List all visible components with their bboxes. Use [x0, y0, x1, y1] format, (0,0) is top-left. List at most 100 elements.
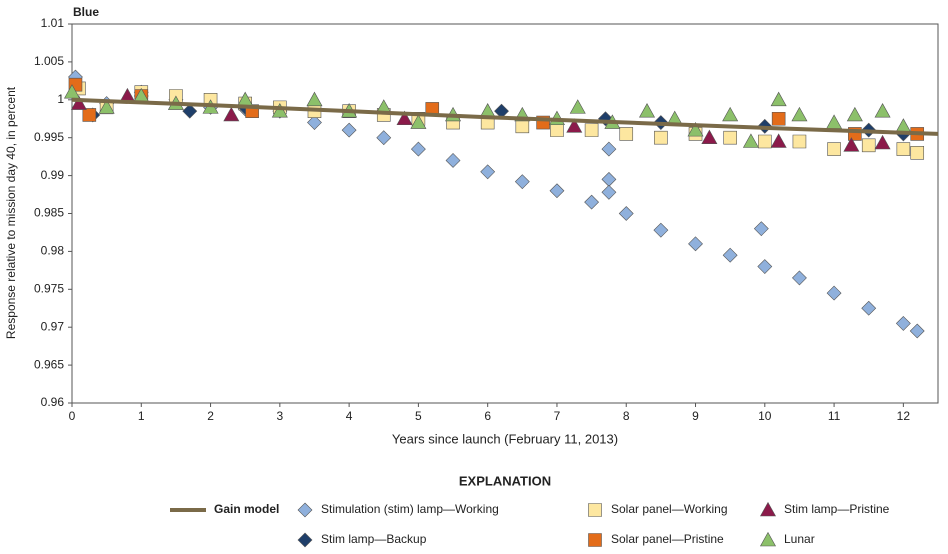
legend-swatch [759, 531, 777, 547]
diamond-marker [722, 247, 738, 263]
legend-label: Solar panel—Working [611, 502, 728, 516]
y-tick-label: 0.98 [41, 244, 65, 258]
diamond-marker [753, 221, 769, 237]
x-tick-label: 5 [415, 409, 422, 423]
diamond-marker [861, 300, 877, 316]
y-tick-label: 0.985 [34, 206, 64, 220]
legend-title: EXPLANATION [459, 473, 551, 488]
plot-frame [71, 23, 939, 404]
square-marker [896, 142, 911, 156]
y-tick-label: 1.005 [34, 54, 64, 68]
y-tick-label: 0.995 [34, 130, 64, 144]
diamond-marker [307, 115, 322, 130]
diamond-marker [618, 206, 634, 221]
x-tick-label: 12 [897, 409, 911, 423]
triangle-marker [826, 114, 843, 129]
triangle-marker [410, 114, 427, 129]
diamond-marker [601, 184, 617, 200]
diamond-marker [653, 222, 669, 238]
triangle-marker [701, 129, 718, 144]
x-tick-label: 11 [828, 409, 841, 423]
triangle-marker [566, 118, 583, 133]
square-marker [550, 123, 564, 137]
diamond-marker [584, 194, 600, 210]
gain-model-line [71, 97, 939, 136]
diamond-marker [688, 236, 703, 252]
triangle-marker [569, 99, 586, 114]
diamond-marker [549, 183, 565, 199]
diamond-marker [757, 259, 773, 274]
x-tick-label: 6 [484, 409, 491, 423]
diamond-marker [792, 270, 807, 286]
x-tick-label: 0 [69, 409, 76, 423]
triangle-marker [874, 103, 891, 118]
diamond-marker [445, 153, 461, 168]
legend-label: Stimulation (stim) lamp—Working [321, 502, 499, 516]
y-tick-label: 1.01 [41, 16, 65, 30]
legend-swatch [297, 532, 313, 548]
diamond-marker [410, 141, 426, 157]
legend-swatch [588, 503, 602, 517]
y-tick-label: 0.975 [34, 281, 64, 295]
square-marker [771, 111, 786, 126]
triangle-marker [742, 133, 759, 148]
square-marker [910, 146, 925, 160]
y-tick-label: 1 [57, 92, 64, 106]
x-tick-label: 9 [692, 409, 699, 423]
triangle-marker [687, 122, 704, 137]
triangle-marker [791, 106, 808, 122]
chart-title: Blue [73, 5, 99, 19]
y-tick-label: 0.97 [41, 319, 65, 333]
diamond-marker [826, 285, 842, 301]
square-marker [515, 119, 530, 134]
x-tick-label: 1 [138, 409, 145, 423]
legend-label: Lunar [784, 532, 815, 546]
x-tick-label: 4 [346, 409, 353, 423]
triangle-marker [98, 99, 115, 114]
legend-label: Stim lamp—Pristine [784, 502, 890, 516]
y-tick-label: 0.965 [34, 357, 64, 371]
x-tick-label: 10 [758, 409, 772, 423]
y-tick-label: 0.99 [41, 168, 65, 182]
triangle-marker [271, 103, 288, 118]
x-tick-label: 7 [554, 409, 561, 423]
triangle-marker [70, 95, 87, 110]
square-marker [827, 142, 841, 156]
diamond-marker [601, 171, 617, 187]
x-tick-label: 3 [276, 409, 283, 423]
triangle-marker [770, 91, 787, 107]
diamond-marker [480, 164, 496, 180]
triangle-marker [396, 110, 413, 126]
square-marker [861, 138, 876, 153]
diamond-marker [376, 130, 392, 146]
y-axis-label: Response relative to mission day 40, in … [4, 86, 18, 339]
legend-label: Solar panel—Pristine [611, 532, 724, 546]
square-marker [654, 130, 668, 145]
legend-swatch [588, 533, 602, 547]
square-marker [619, 127, 634, 141]
legend-label: Stim lamp—Backup [321, 532, 427, 546]
y-tick-label: 0.96 [41, 395, 65, 409]
triangle-marker [874, 134, 891, 150]
legend-swatch [759, 501, 777, 517]
legend-swatch [297, 502, 313, 518]
square-marker [758, 134, 772, 149]
triangle-marker [846, 106, 863, 122]
square-marker [584, 123, 599, 137]
diamond-marker [341, 122, 357, 138]
diamond-marker [895, 315, 911, 331]
diamond-marker [182, 103, 198, 119]
triangle-marker [895, 118, 912, 133]
legend-label: Gain model [214, 502, 279, 516]
triangle-marker [722, 106, 739, 122]
diamond-marker [601, 141, 617, 157]
square-marker [792, 134, 807, 149]
x-axis-label: Years since launch (February 11, 2013) [392, 431, 618, 446]
triangle-marker [843, 137, 860, 152]
triangle-marker [223, 106, 240, 122]
diamond-marker [514, 174, 530, 190]
x-tick-label: 2 [207, 409, 214, 423]
triangle-marker [639, 103, 656, 118]
x-tick-label: 8 [623, 409, 630, 423]
